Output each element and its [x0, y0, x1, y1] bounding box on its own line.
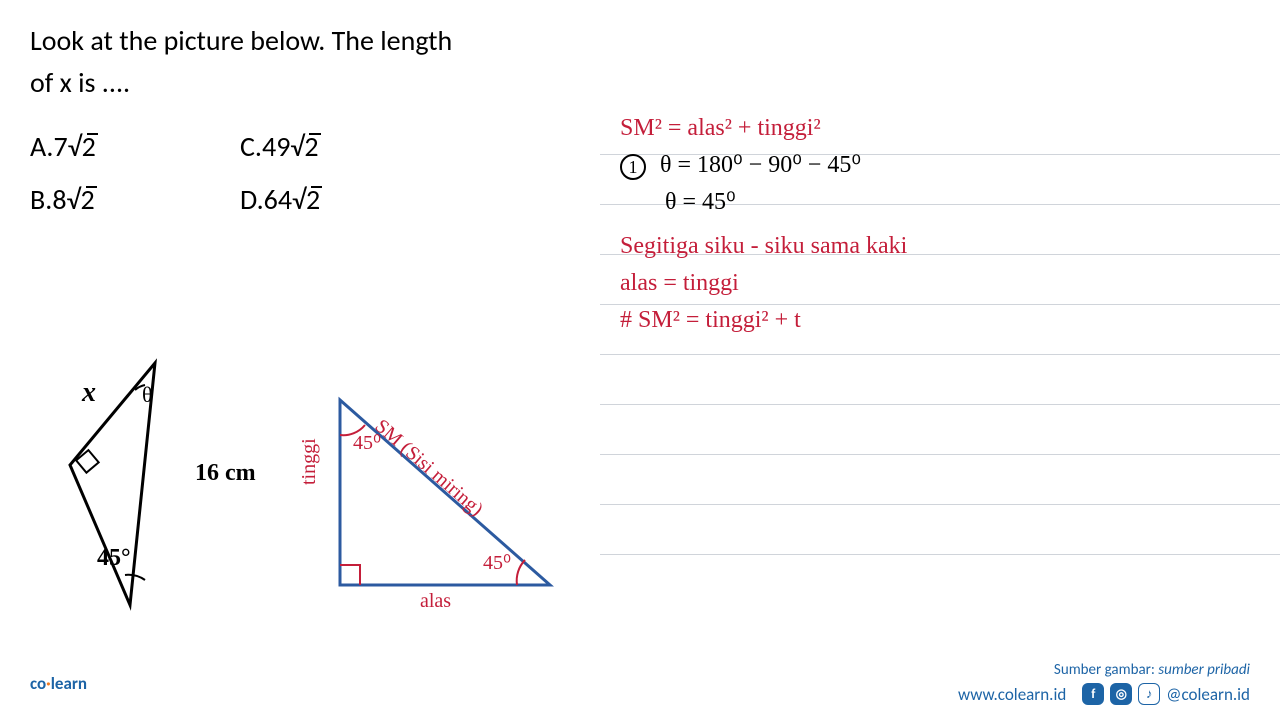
x-label: x: [82, 377, 96, 409]
question-line2: of x is ....: [30, 65, 130, 100]
alas-label: alas: [420, 590, 451, 613]
sqrt-c: √2: [290, 129, 318, 164]
instagram-icon: ◎: [1110, 683, 1132, 705]
option-c-coef: 49: [262, 129, 290, 164]
question-text: Look at the picture below. The length of…: [30, 20, 610, 104]
footer-url: www.colearn.id: [958, 684, 1066, 705]
option-c-prefix: C.: [240, 129, 262, 164]
sqrt-a: √2: [68, 129, 96, 164]
option-a: A. 7 √2: [30, 129, 240, 164]
angle-top-45: 45⁰: [353, 430, 381, 455]
circled-one-icon: 1: [620, 154, 646, 180]
hw-line6: # SM² = tinggi² + t: [620, 302, 1260, 339]
tinggi-label: tinggi: [298, 438, 321, 485]
social-handle: @colearn.id: [1166, 684, 1250, 705]
hw-line2: 1 θ = 180⁰ − 90⁰ − 45⁰: [620, 147, 1260, 184]
facebook-icon: f: [1082, 683, 1104, 705]
question-block: Look at the picture below. The length of…: [30, 20, 610, 217]
footer: co·learn Sumber gambar: sumber pribadi w…: [30, 661, 1250, 705]
logo-co: co: [30, 673, 46, 694]
triangle-figure-2: tinggi alas SM (Sisi miring) 45⁰ 45⁰: [320, 390, 590, 630]
hw-line1: SM² = alas² + tinggi²: [620, 110, 1260, 147]
option-b: B. 8 √2: [30, 182, 240, 217]
sqrt-b: √2: [67, 182, 95, 217]
handwritten-block: SM² = alas² + tinggi² 1 θ = 180⁰ − 90⁰ −…: [620, 110, 1260, 339]
option-d-prefix: D.: [240, 182, 264, 217]
angle-bot-45: 45⁰: [483, 550, 511, 575]
angle-45: 45°: [97, 545, 131, 572]
tiktok-icon: ♪: [1138, 683, 1160, 705]
option-d-coef: 64: [264, 182, 292, 217]
colearn-logo: co·learn: [30, 673, 87, 694]
hw-line5: alas = tinggi: [620, 265, 1260, 302]
option-a-prefix: A.: [30, 129, 53, 164]
hw-eq2: θ = 180⁰ − 90⁰ − 45⁰: [660, 152, 861, 178]
footer-right: Sumber gambar: sumber pribadi www.colear…: [958, 661, 1250, 705]
side-16cm: 16 cm: [195, 460, 256, 487]
source-prefix: Sumber gambar:: [1054, 661, 1158, 679]
source-value: sumber pribadi: [1158, 661, 1250, 679]
social-row: www.colearn.id f ◎ ♪ @colearn.id: [958, 683, 1250, 705]
option-c: C. 49 √2: [240, 129, 450, 164]
question-line1: Look at the picture below. The length: [30, 23, 452, 58]
theta-label: θ: [142, 382, 153, 408]
logo-learn: learn: [51, 673, 87, 694]
options-grid: A. 7 √2 C. 49 √2 B. 8 √2 D. 64 √2: [30, 129, 610, 217]
sqrt-d: √2: [292, 182, 320, 217]
option-d: D. 64 √2: [240, 182, 450, 217]
option-b-prefix: B.: [30, 182, 52, 217]
option-a-coef: 7: [53, 129, 67, 164]
source-credit: Sumber gambar: sumber pribadi: [958, 661, 1250, 679]
option-b-coef: 8: [52, 182, 66, 217]
hw-line3: θ = 45⁰: [620, 184, 1260, 221]
hw-line4: Segitiga siku - siku sama kaki: [620, 228, 1260, 265]
triangle-figure-1: x θ 16 cm 45°: [40, 355, 270, 615]
